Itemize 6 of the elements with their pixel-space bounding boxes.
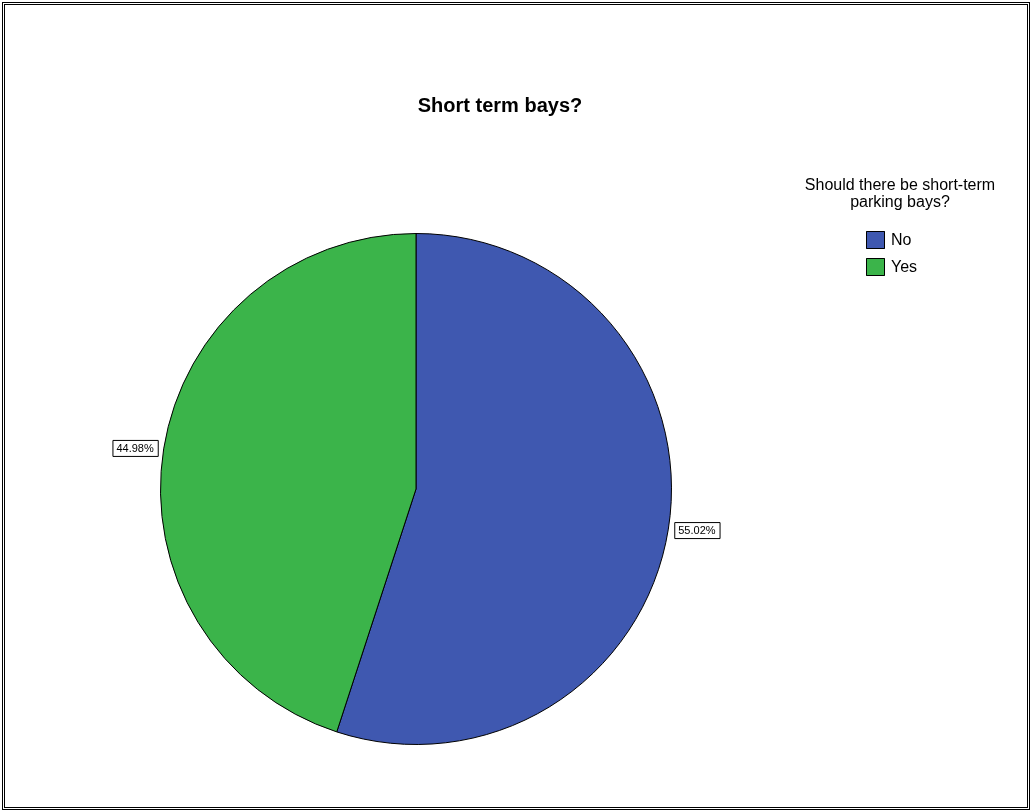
data-label: 55.02% xyxy=(678,524,716,537)
legend-label: No xyxy=(891,231,912,249)
chart-title: Short term bays? xyxy=(417,93,583,116)
legend-label: Yes xyxy=(891,258,918,276)
legend-title: Should there be short-term parking bays? xyxy=(804,176,996,211)
data-label: 44.98% xyxy=(116,441,154,454)
